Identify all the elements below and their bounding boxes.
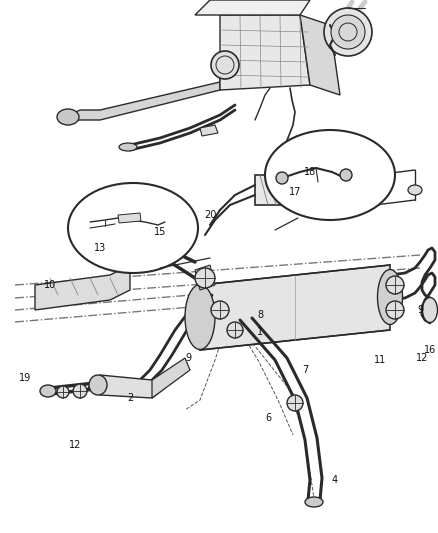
Ellipse shape bbox=[385, 276, 403, 294]
Text: 11: 11 bbox=[373, 355, 385, 365]
Polygon shape bbox=[194, 0, 309, 15]
Ellipse shape bbox=[194, 268, 215, 288]
Polygon shape bbox=[118, 213, 141, 223]
Text: 20: 20 bbox=[203, 210, 215, 220]
Ellipse shape bbox=[304, 497, 322, 507]
Text: 18: 18 bbox=[303, 167, 315, 177]
Text: 2: 2 bbox=[127, 393, 133, 403]
Polygon shape bbox=[219, 15, 309, 90]
Polygon shape bbox=[254, 175, 374, 205]
Ellipse shape bbox=[57, 386, 69, 398]
Polygon shape bbox=[88, 375, 165, 398]
Ellipse shape bbox=[385, 301, 403, 319]
Ellipse shape bbox=[276, 172, 287, 184]
Ellipse shape bbox=[407, 185, 421, 195]
Text: 10: 10 bbox=[44, 280, 56, 290]
Text: 4: 4 bbox=[331, 475, 337, 485]
Ellipse shape bbox=[211, 301, 229, 319]
Polygon shape bbox=[299, 15, 339, 95]
Text: 6: 6 bbox=[265, 413, 270, 423]
Ellipse shape bbox=[226, 322, 243, 338]
Ellipse shape bbox=[323, 8, 371, 56]
Text: 19: 19 bbox=[19, 373, 31, 383]
Polygon shape bbox=[35, 265, 130, 310]
Ellipse shape bbox=[279, 144, 287, 152]
Ellipse shape bbox=[286, 395, 302, 411]
Text: 15: 15 bbox=[153, 227, 166, 237]
Polygon shape bbox=[194, 265, 215, 290]
Ellipse shape bbox=[421, 297, 437, 322]
Text: 13: 13 bbox=[94, 243, 106, 253]
Text: 1: 1 bbox=[256, 327, 262, 337]
Text: 7: 7 bbox=[301, 365, 307, 375]
Text: 8: 8 bbox=[256, 310, 262, 320]
Ellipse shape bbox=[339, 169, 351, 181]
Text: 17: 17 bbox=[288, 187, 300, 197]
Ellipse shape bbox=[184, 285, 215, 350]
Polygon shape bbox=[70, 75, 219, 120]
Ellipse shape bbox=[377, 270, 402, 325]
Ellipse shape bbox=[57, 109, 79, 125]
Ellipse shape bbox=[40, 385, 56, 397]
Text: 9: 9 bbox=[184, 353, 191, 363]
Ellipse shape bbox=[330, 15, 364, 49]
Polygon shape bbox=[152, 358, 190, 398]
Ellipse shape bbox=[119, 143, 137, 151]
Polygon shape bbox=[200, 125, 218, 136]
Ellipse shape bbox=[73, 384, 87, 398]
Polygon shape bbox=[200, 265, 389, 350]
Text: 12: 12 bbox=[415, 353, 427, 363]
Text: 9: 9 bbox=[416, 305, 422, 315]
Ellipse shape bbox=[265, 130, 394, 220]
Ellipse shape bbox=[68, 183, 198, 273]
Ellipse shape bbox=[89, 375, 107, 395]
Text: 12: 12 bbox=[69, 440, 81, 450]
Text: 16: 16 bbox=[423, 345, 435, 355]
Ellipse shape bbox=[211, 51, 238, 79]
